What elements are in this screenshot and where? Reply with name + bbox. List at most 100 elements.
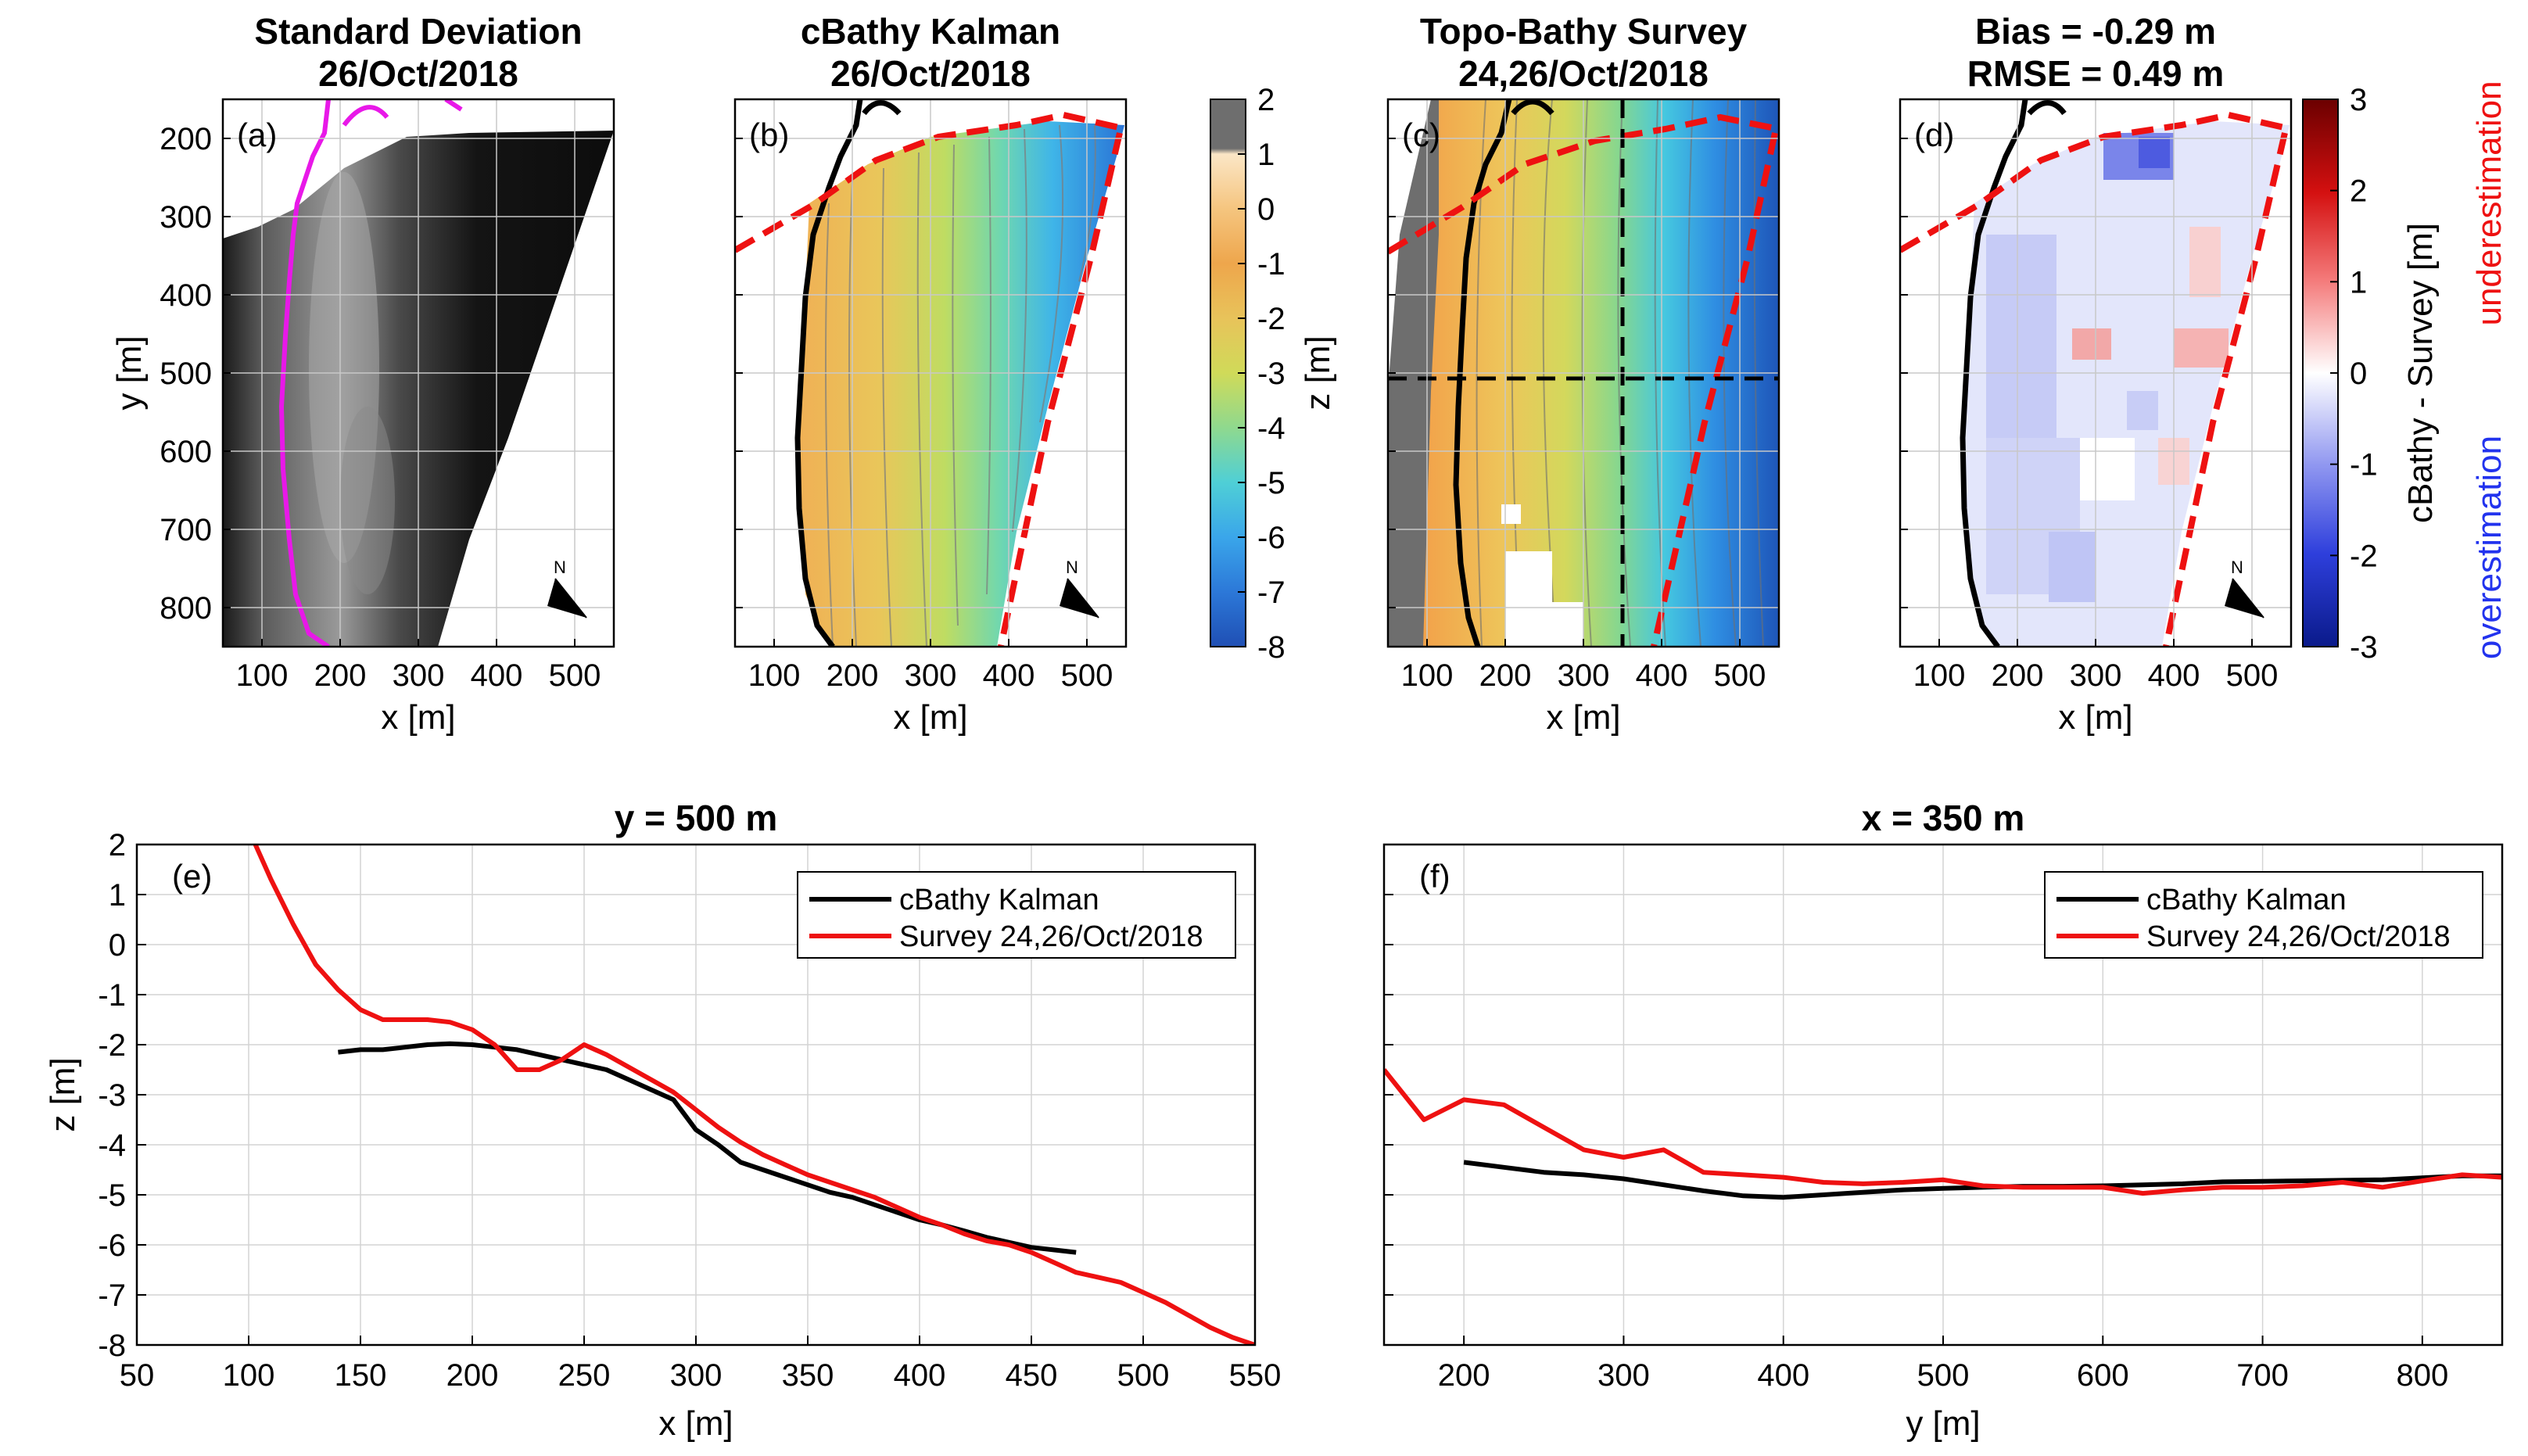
series-group (253, 845, 1255, 1345)
panel-subtitle: 26/Oct/2018 (318, 53, 518, 94)
x-tick-label: 600 (2077, 1358, 2129, 1393)
domain-boundary-dashed-c (1388, 113, 1779, 255)
x-tick-label: 300 (670, 1358, 723, 1393)
colorbar-z-ticks: 2 1 0 -1 -2 -3 -4 -5 -6 -7 -8 (1238, 83, 1286, 665)
x-tick-label: 500 (1061, 658, 1113, 693)
shoreline-contour-magenta-top-2 (444, 99, 463, 112)
y-axis-label: y [m] (110, 335, 149, 410)
shoreline-contour-black-c-top (1511, 99, 1554, 116)
map-axes-frame (1899, 98, 2293, 648)
legend-label: cBathy Kalman (899, 884, 1099, 916)
colorbar-tick-label: -2 (1257, 302, 1286, 336)
panel-title: Standard Deviation (254, 11, 582, 52)
std-dev-bright-patch (340, 407, 395, 594)
x-tick-label: 50 (120, 1358, 155, 1393)
shoreline-contour-black-top (862, 100, 902, 116)
series-line-survey (253, 845, 1255, 1345)
panel-title: cBathy Kalman (801, 11, 1060, 52)
panel-letter: (b) (749, 117, 789, 153)
y-tick-label: -2 (98, 1028, 126, 1063)
panel-title: y = 500 m (615, 798, 777, 838)
y-tick-label: 1 (109, 878, 126, 913)
map-axes-frame (1386, 98, 1780, 648)
x-tick-label: 700 (2236, 1358, 2289, 1393)
panel-title: x = 350 m (1862, 798, 2024, 838)
shoreline-contour-magenta (278, 99, 331, 647)
y-tick-label: 2 (109, 828, 126, 862)
y-tick-label: 0 (109, 928, 126, 963)
panel-subtitle: 24,26/Oct/2018 (1458, 53, 1709, 94)
colorbar-tick-label: 1 (2350, 265, 2367, 299)
x-tick-label: 400 (2148, 658, 2200, 693)
legend-label: Survey 24,26/Oct/2018 (2146, 920, 2451, 953)
colorbar-tick-label: -4 (1257, 411, 1286, 446)
y-tick-label: 600 (160, 435, 212, 469)
x-tick-label: 200 (446, 1358, 499, 1393)
x-tick-label: 250 (558, 1358, 611, 1393)
x-tick-label: 200 (314, 658, 367, 693)
north-arrow-label: N (2231, 558, 2243, 577)
series-line-cbathy-kalman (1463, 1160, 2502, 1200)
cbathy-field (798, 121, 1124, 647)
difference-patches (1986, 133, 2229, 602)
colorbar-tick-label: -3 (2350, 630, 2378, 665)
x-tick-label: 100 (748, 658, 801, 693)
series-line-survey (1384, 1068, 2502, 1196)
colorbar-z-label: z [m] (1299, 335, 1337, 410)
colorbar-tick-label: -1 (2350, 448, 2378, 482)
north-arrow-label: N (554, 558, 566, 577)
line-axes-frame (135, 843, 1257, 1347)
panel-letter: (f) (1419, 858, 1450, 895)
shoreline-contour-black-d (1960, 99, 2028, 647)
x-tick-label: 200 (1992, 658, 2044, 693)
y-tick-label: 300 (160, 200, 212, 235)
x-tick-label: 400 (471, 658, 523, 693)
domain-boundary-dashed-d-right (2163, 132, 2288, 647)
domain-boundary-dashed (735, 111, 1126, 253)
colorbar-tick-label: -2 (2350, 539, 2378, 573)
panel-title: Topo-Bathy Survey (1420, 11, 1748, 52)
y-tick-label: 800 (160, 591, 212, 626)
x-tick-label: 200 (1479, 658, 1532, 693)
colorbar-tick-label: 0 (1257, 192, 1275, 227)
y-tick-label: 700 (160, 513, 212, 547)
cbathy-contours (825, 124, 1096, 647)
x-tick-label: 450 (1006, 1358, 1058, 1393)
domain-boundary-dashed-c-right (1651, 132, 1778, 647)
y-tick-label: -6 (98, 1228, 126, 1263)
survey-gap (1505, 551, 1552, 647)
x-tick-label: 500 (2226, 658, 2279, 693)
underestimation-label: underestimation (2470, 81, 2508, 325)
domain-boundary-dashed-right (998, 132, 1123, 647)
x-tick-label: 800 (2396, 1358, 2448, 1393)
series-group (1384, 1068, 2502, 1200)
x-tick-label: 500 (549, 658, 601, 693)
legend: cBathy Kalman Survey 24,26/Oct/2018 (797, 871, 1236, 959)
domain-boundary-dashed-d (1900, 111, 2291, 253)
axes-layer: 100 200 300 400 500200300400500600700800Stan… (44, 11, 2504, 1443)
line-axes-f: 200 300 400 500 600 700 800 x = 350 m (f) y [m] cB… (1382, 798, 2504, 1443)
y-tick-label: 400 (160, 278, 212, 313)
panel-d-difference-map (1900, 99, 2291, 647)
colorbar-tick-label: -5 (1257, 466, 1286, 500)
x-tick-label: 400 (894, 1358, 946, 1393)
colorbar-tick-label: 2 (1257, 83, 1275, 117)
x-axis-label: x [m] (1546, 698, 1620, 737)
colorbar-tick-label: -8 (1257, 630, 1286, 665)
y-tick-label: -8 (98, 1329, 126, 1363)
north-arrow-icon: N (2225, 558, 2264, 619)
panel-letter: (c) (1402, 117, 1440, 153)
colorbar-tick-label: -7 (1257, 576, 1286, 610)
shoreline-contour-black-d-top (2027, 100, 2067, 116)
y-tick-label: 200 (160, 122, 212, 156)
y-tick-label: -1 (98, 978, 126, 1013)
x-tick-label: 550 (1229, 1358, 1282, 1393)
x-tick-label: 300 (905, 658, 957, 693)
x-axis-label: x [m] (893, 698, 967, 737)
colorbar-z: 2 1 0 -1 -2 -3 -4 -5 -6 -7 -8 z [m] (1210, 83, 1337, 665)
north-arrow-icon: N (547, 558, 587, 619)
panel-b-cbathy-map (735, 99, 1126, 647)
